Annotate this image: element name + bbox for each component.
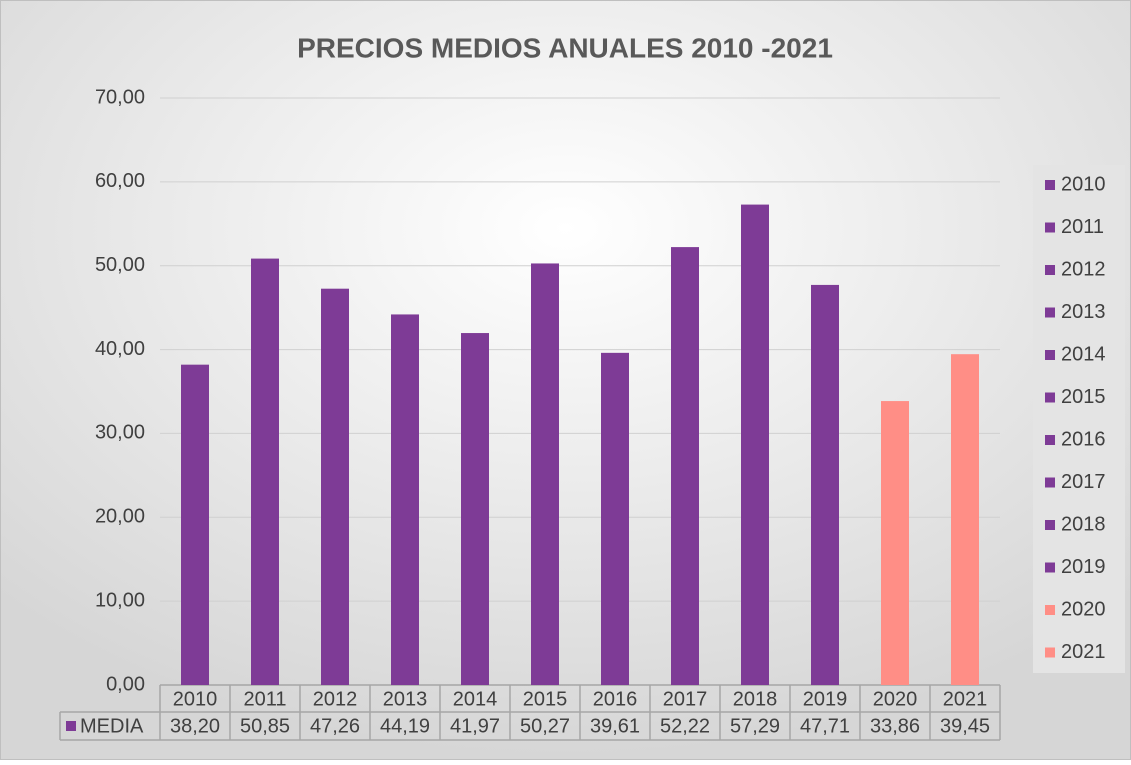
y-tick-label: 40,00 xyxy=(95,338,145,360)
legend-label: 2018 xyxy=(1061,513,1106,535)
table-value: 39,45 xyxy=(940,715,990,737)
y-tick-label: 0,00 xyxy=(106,673,145,695)
table-value: 41,97 xyxy=(450,715,500,737)
table-value: 47,26 xyxy=(310,715,360,737)
legend-label: 2016 xyxy=(1061,428,1106,450)
bar xyxy=(461,333,489,685)
bar xyxy=(601,352,629,685)
table-value: 50,27 xyxy=(520,715,570,737)
bar xyxy=(811,284,839,685)
legend-key xyxy=(66,721,76,731)
bar xyxy=(181,364,209,685)
legend-key xyxy=(1045,520,1055,530)
legend-label: 2012 xyxy=(1061,258,1106,280)
legend-key xyxy=(1045,562,1055,573)
bar xyxy=(321,288,349,685)
y-tick-label: 20,00 xyxy=(95,506,145,528)
legend-label: 2011 xyxy=(1061,216,1104,238)
legend-label: 2019 xyxy=(1061,556,1106,578)
legend-key xyxy=(1045,605,1055,615)
bar xyxy=(531,263,559,685)
legend-key xyxy=(1045,435,1055,445)
table-value: 39,61 xyxy=(590,715,640,737)
legend-key xyxy=(1045,222,1055,233)
legend-box xyxy=(1033,165,1125,673)
chart-title: PRECIOS MEDIOS ANUALES 2010 -2021 xyxy=(297,32,833,63)
x-tick-label: 2013 xyxy=(383,688,428,710)
series-name: MEDIA xyxy=(80,715,144,737)
table-value: 44,19 xyxy=(380,715,430,737)
x-tick-label: 2014 xyxy=(453,688,498,710)
bar xyxy=(741,204,769,685)
legend-key xyxy=(1045,307,1055,318)
x-tick-label: 2012 xyxy=(313,688,358,710)
x-tick-label: 2019 xyxy=(803,688,848,710)
table-value: 57,29 xyxy=(730,715,780,737)
table-value: 47,71 xyxy=(800,715,850,737)
legend-label: 2021 xyxy=(1061,641,1106,663)
y-tick-label: 50,00 xyxy=(95,254,145,276)
legend-label: 2015 xyxy=(1061,386,1106,408)
bar xyxy=(671,247,699,685)
table-value: 38,20 xyxy=(170,715,220,737)
bar xyxy=(251,258,279,685)
legend-label: 2017 xyxy=(1061,471,1106,493)
table-value: 52,22 xyxy=(660,715,710,737)
x-tick-label: 2010 xyxy=(173,688,218,710)
legend-label: 2010 xyxy=(1061,173,1106,195)
x-tick-label: 2017 xyxy=(663,688,708,710)
x-tick-label: 2020 xyxy=(873,688,918,710)
legend-label: 2014 xyxy=(1061,343,1106,365)
y-tick-label: 30,00 xyxy=(95,422,145,444)
x-tick-label: 2018 xyxy=(733,688,778,710)
legend-key xyxy=(1045,265,1055,275)
x-tick-label: 2016 xyxy=(593,688,638,710)
table-value: 33,86 xyxy=(870,715,920,737)
y-tick-label: 70,00 xyxy=(95,86,145,108)
x-tick-label: 2015 xyxy=(523,688,568,710)
legend-key xyxy=(1045,647,1055,658)
legend-label: 2020 xyxy=(1061,598,1106,620)
legend-key xyxy=(1045,350,1055,360)
x-tick-label: 2021 xyxy=(943,688,988,710)
y-tick-label: 60,00 xyxy=(95,170,145,192)
legend-label: 2013 xyxy=(1061,301,1106,323)
bar xyxy=(881,401,909,685)
bar xyxy=(391,314,419,685)
y-tick-label: 10,00 xyxy=(95,589,145,611)
x-tick-label: 2011 xyxy=(243,688,286,710)
legend-key xyxy=(1045,477,1055,488)
bar xyxy=(951,354,979,685)
table-value: 50,85 xyxy=(240,715,290,737)
legend-key xyxy=(1045,180,1055,190)
legend-key xyxy=(1045,392,1055,403)
